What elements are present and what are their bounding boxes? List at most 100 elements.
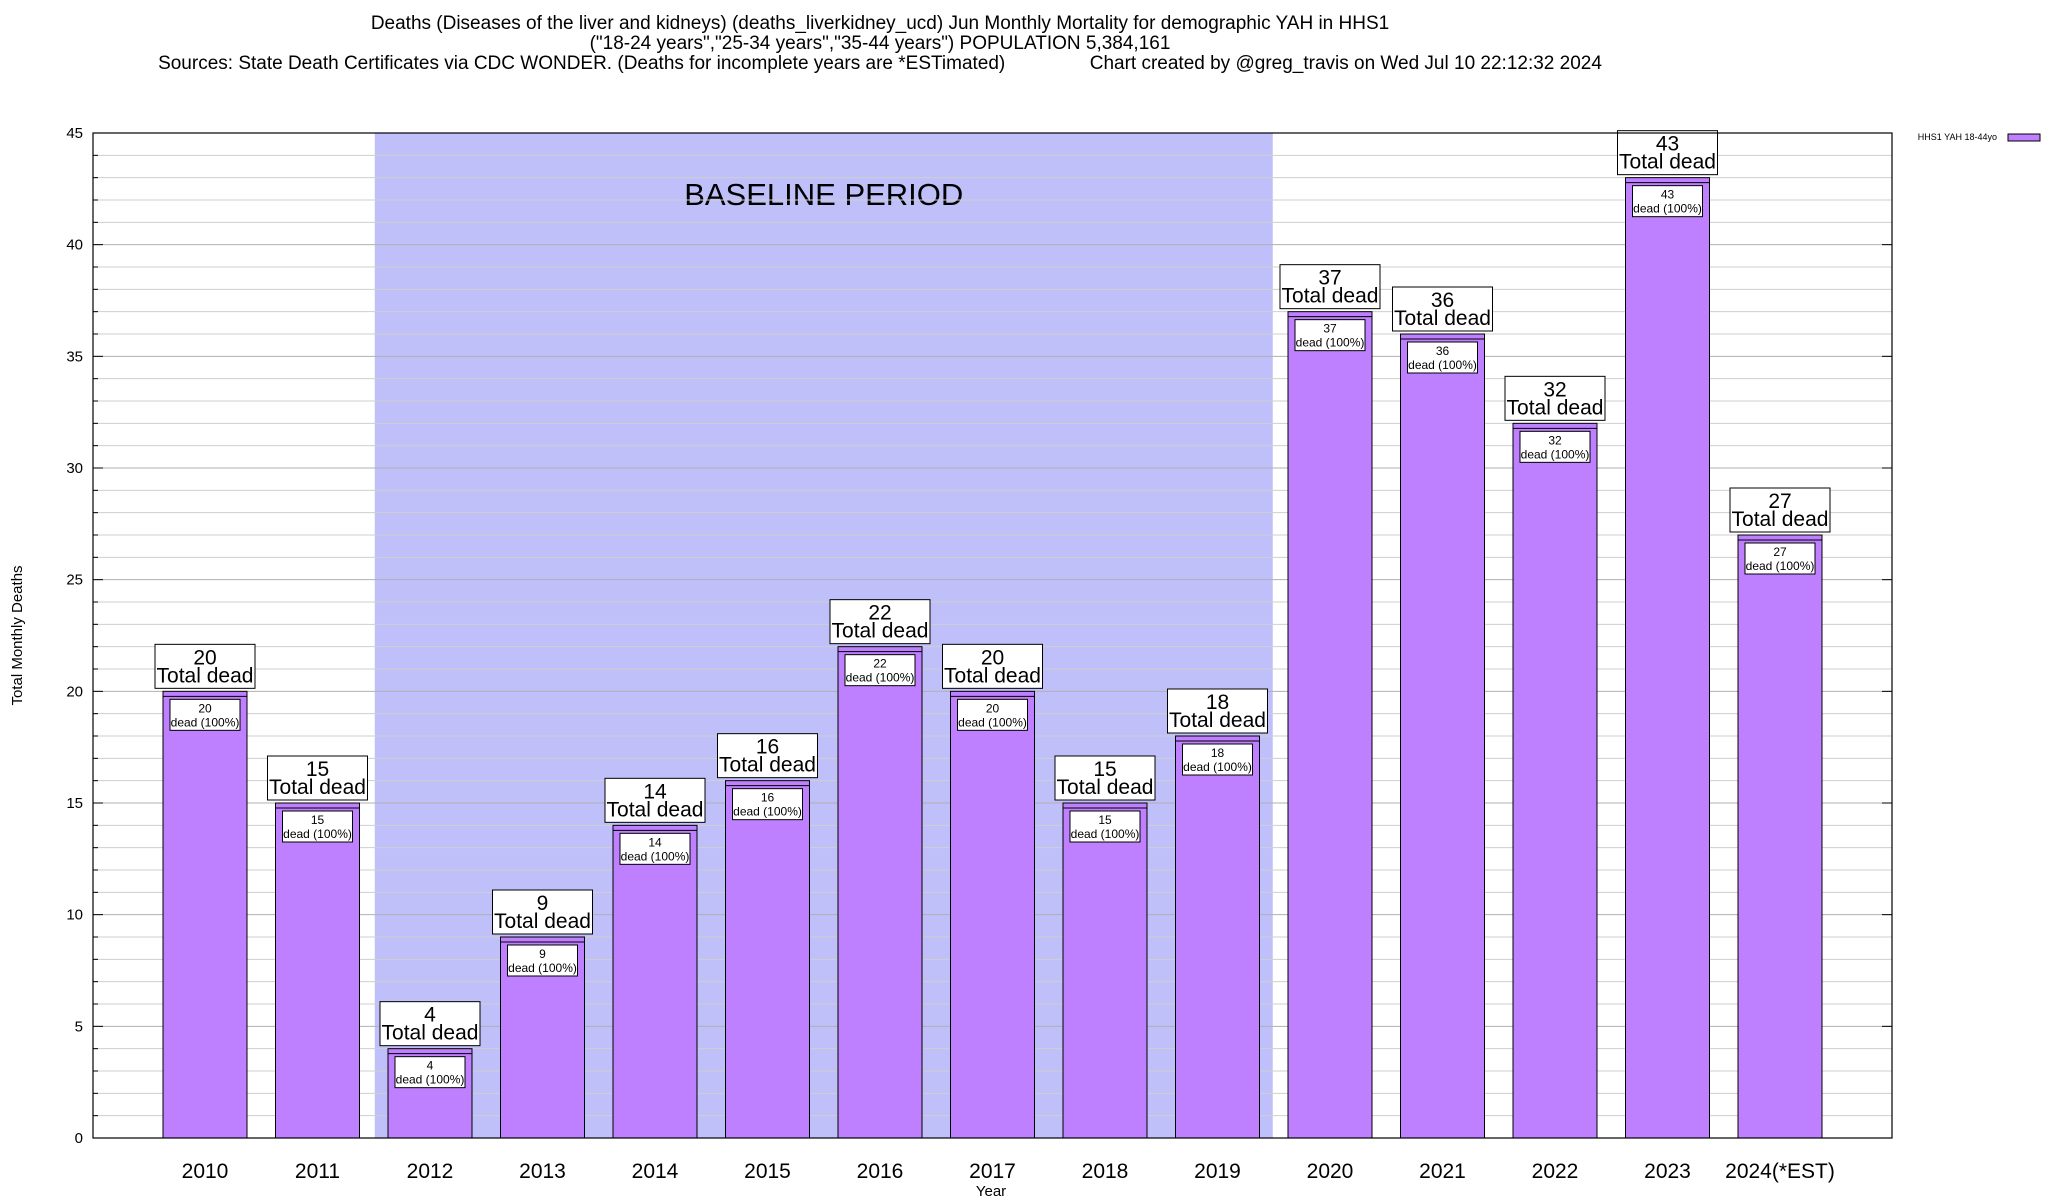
inner-label-box [1519,430,1591,463]
total-value-label: 20 [981,646,1004,669]
inner-value-label: 20 [986,701,1000,715]
inner-label-box [1294,319,1366,352]
legend-label: HHS1 YAH 18-44yo [1918,132,1997,142]
bar [837,646,923,1139]
inner-value-label: 22 [873,657,887,671]
inner-label-box [282,810,353,843]
total-text-label: Total dead [1169,709,1266,732]
inner-label-box [1069,810,1141,843]
total-value-label: 37 [1318,267,1341,290]
inner-label-box [1182,743,1253,776]
bar [1287,311,1373,1139]
y-tick-label: 45 [66,125,83,142]
chart-title: Deaths (Diseases of the liver and kidney… [0,14,1760,74]
total-text-label: Total dead [382,1022,479,1045]
inner-value-label: 37 [1323,322,1337,336]
plot-border [92,132,1893,1139]
inner-label-box [957,698,1028,731]
inner-pct-label: dead (100%) [1521,447,1590,461]
total-text-label: Total dead [1057,776,1154,799]
x-axis-label: Year [976,1183,1006,1200]
total-value-label: 36 [1431,289,1454,312]
total-text-label: Total dead [607,798,704,821]
inner-value-label: 15 [311,813,325,827]
total-value-label: 27 [1768,490,1791,513]
total-label-box [267,755,368,801]
total-label-box [1167,688,1268,734]
x-tick-label: 2022 [1532,1160,1579,1183]
total-value-label: 32 [1543,378,1566,401]
inner-pct-label: dead (100%) [1071,827,1140,841]
inner-label-box [844,654,916,687]
inner-pct-label: dead (100%) [1746,559,1815,573]
total-text-label: Total dead [269,776,366,799]
inner-pct-label: dead (100%) [958,715,1027,729]
total-label-box [492,889,593,935]
inner-pct-label: dead (100%) [508,961,577,975]
total-text-label: Total dead [944,664,1041,687]
inner-label-box [169,698,241,731]
bar [950,690,1035,1139]
x-tick-label: 2014 [632,1160,679,1183]
inner-pct-label: dead (100%) [846,671,915,685]
y-tick-label: 0 [75,1130,83,1147]
title-line-1: Deaths (Diseases of the liver and kidney… [370,13,1390,34]
y-tick-label: 15 [66,795,83,812]
inner-label-box [619,832,691,865]
inner-label-box [394,1056,466,1089]
legend-swatch [2007,133,2041,142]
inner-value-label: 14 [648,835,662,849]
inner-value-label: 20 [198,701,212,715]
x-tick-label: 2015 [744,1160,791,1183]
inner-label-box [507,944,578,977]
total-text-label: Total dead [1619,151,1716,174]
bar [725,780,810,1139]
x-tick-label: 2020 [1307,1160,1354,1183]
total-text-label: Total dead [832,620,929,643]
total-label-box [717,733,818,779]
inner-pct-label: dead (100%) [283,827,352,841]
total-label-box [1617,130,1718,176]
y-tick-label: 5 [75,1018,83,1035]
inner-label-box [732,788,803,821]
x-tick-label: 2021 [1419,1160,1466,1183]
x-tick-label: 2019 [1194,1160,1241,1183]
total-label-box [154,643,256,689]
total-text-label: Total dead [719,754,816,777]
inner-pct-label: dead (100%) [1633,202,1702,216]
total-text-label: Total dead [1394,307,1491,330]
total-label-box [379,1001,481,1047]
x-tick-label: 2016 [857,1160,904,1183]
inner-label-box [1407,341,1478,374]
total-value-label: 9 [537,892,549,915]
y-tick-label: 10 [66,907,83,924]
axes: 2010 2011 2012 2013 2014 2015 2016 2017 2018 2019… [9,125,1893,1200]
bar [612,824,698,1139]
bar [1737,534,1823,1139]
total-value-label: 16 [756,736,779,759]
inner-value-label: 32 [1548,433,1562,447]
inner-pct-label: dead (100%) [1183,760,1252,774]
total-value-label: 15 [306,758,329,781]
total-value-label: 22 [868,602,891,625]
inner-value-label: 9 [539,947,546,961]
bar [1062,802,1148,1139]
inner-value-label: 18 [1211,746,1225,760]
x-tick-label: 2010 [182,1160,229,1183]
inner-value-label: 4 [427,1059,434,1073]
y-tick-label: 25 [66,572,83,589]
total-text-label: Total dead [1507,396,1604,419]
bar [1175,735,1260,1139]
x-tick-label: 2011 [295,1160,340,1183]
inner-pct-label: dead (100%) [396,1073,465,1087]
total-value-label: 20 [193,646,216,669]
inner-value-label: 43 [1661,188,1675,202]
total-label-box [1392,286,1493,332]
bar [162,690,248,1139]
inner-pct-label: dead (100%) [621,849,690,863]
x-tick-label: 2023 [1644,1160,1691,1183]
bar [1512,422,1598,1139]
total-text-label: Total dead [157,664,254,687]
